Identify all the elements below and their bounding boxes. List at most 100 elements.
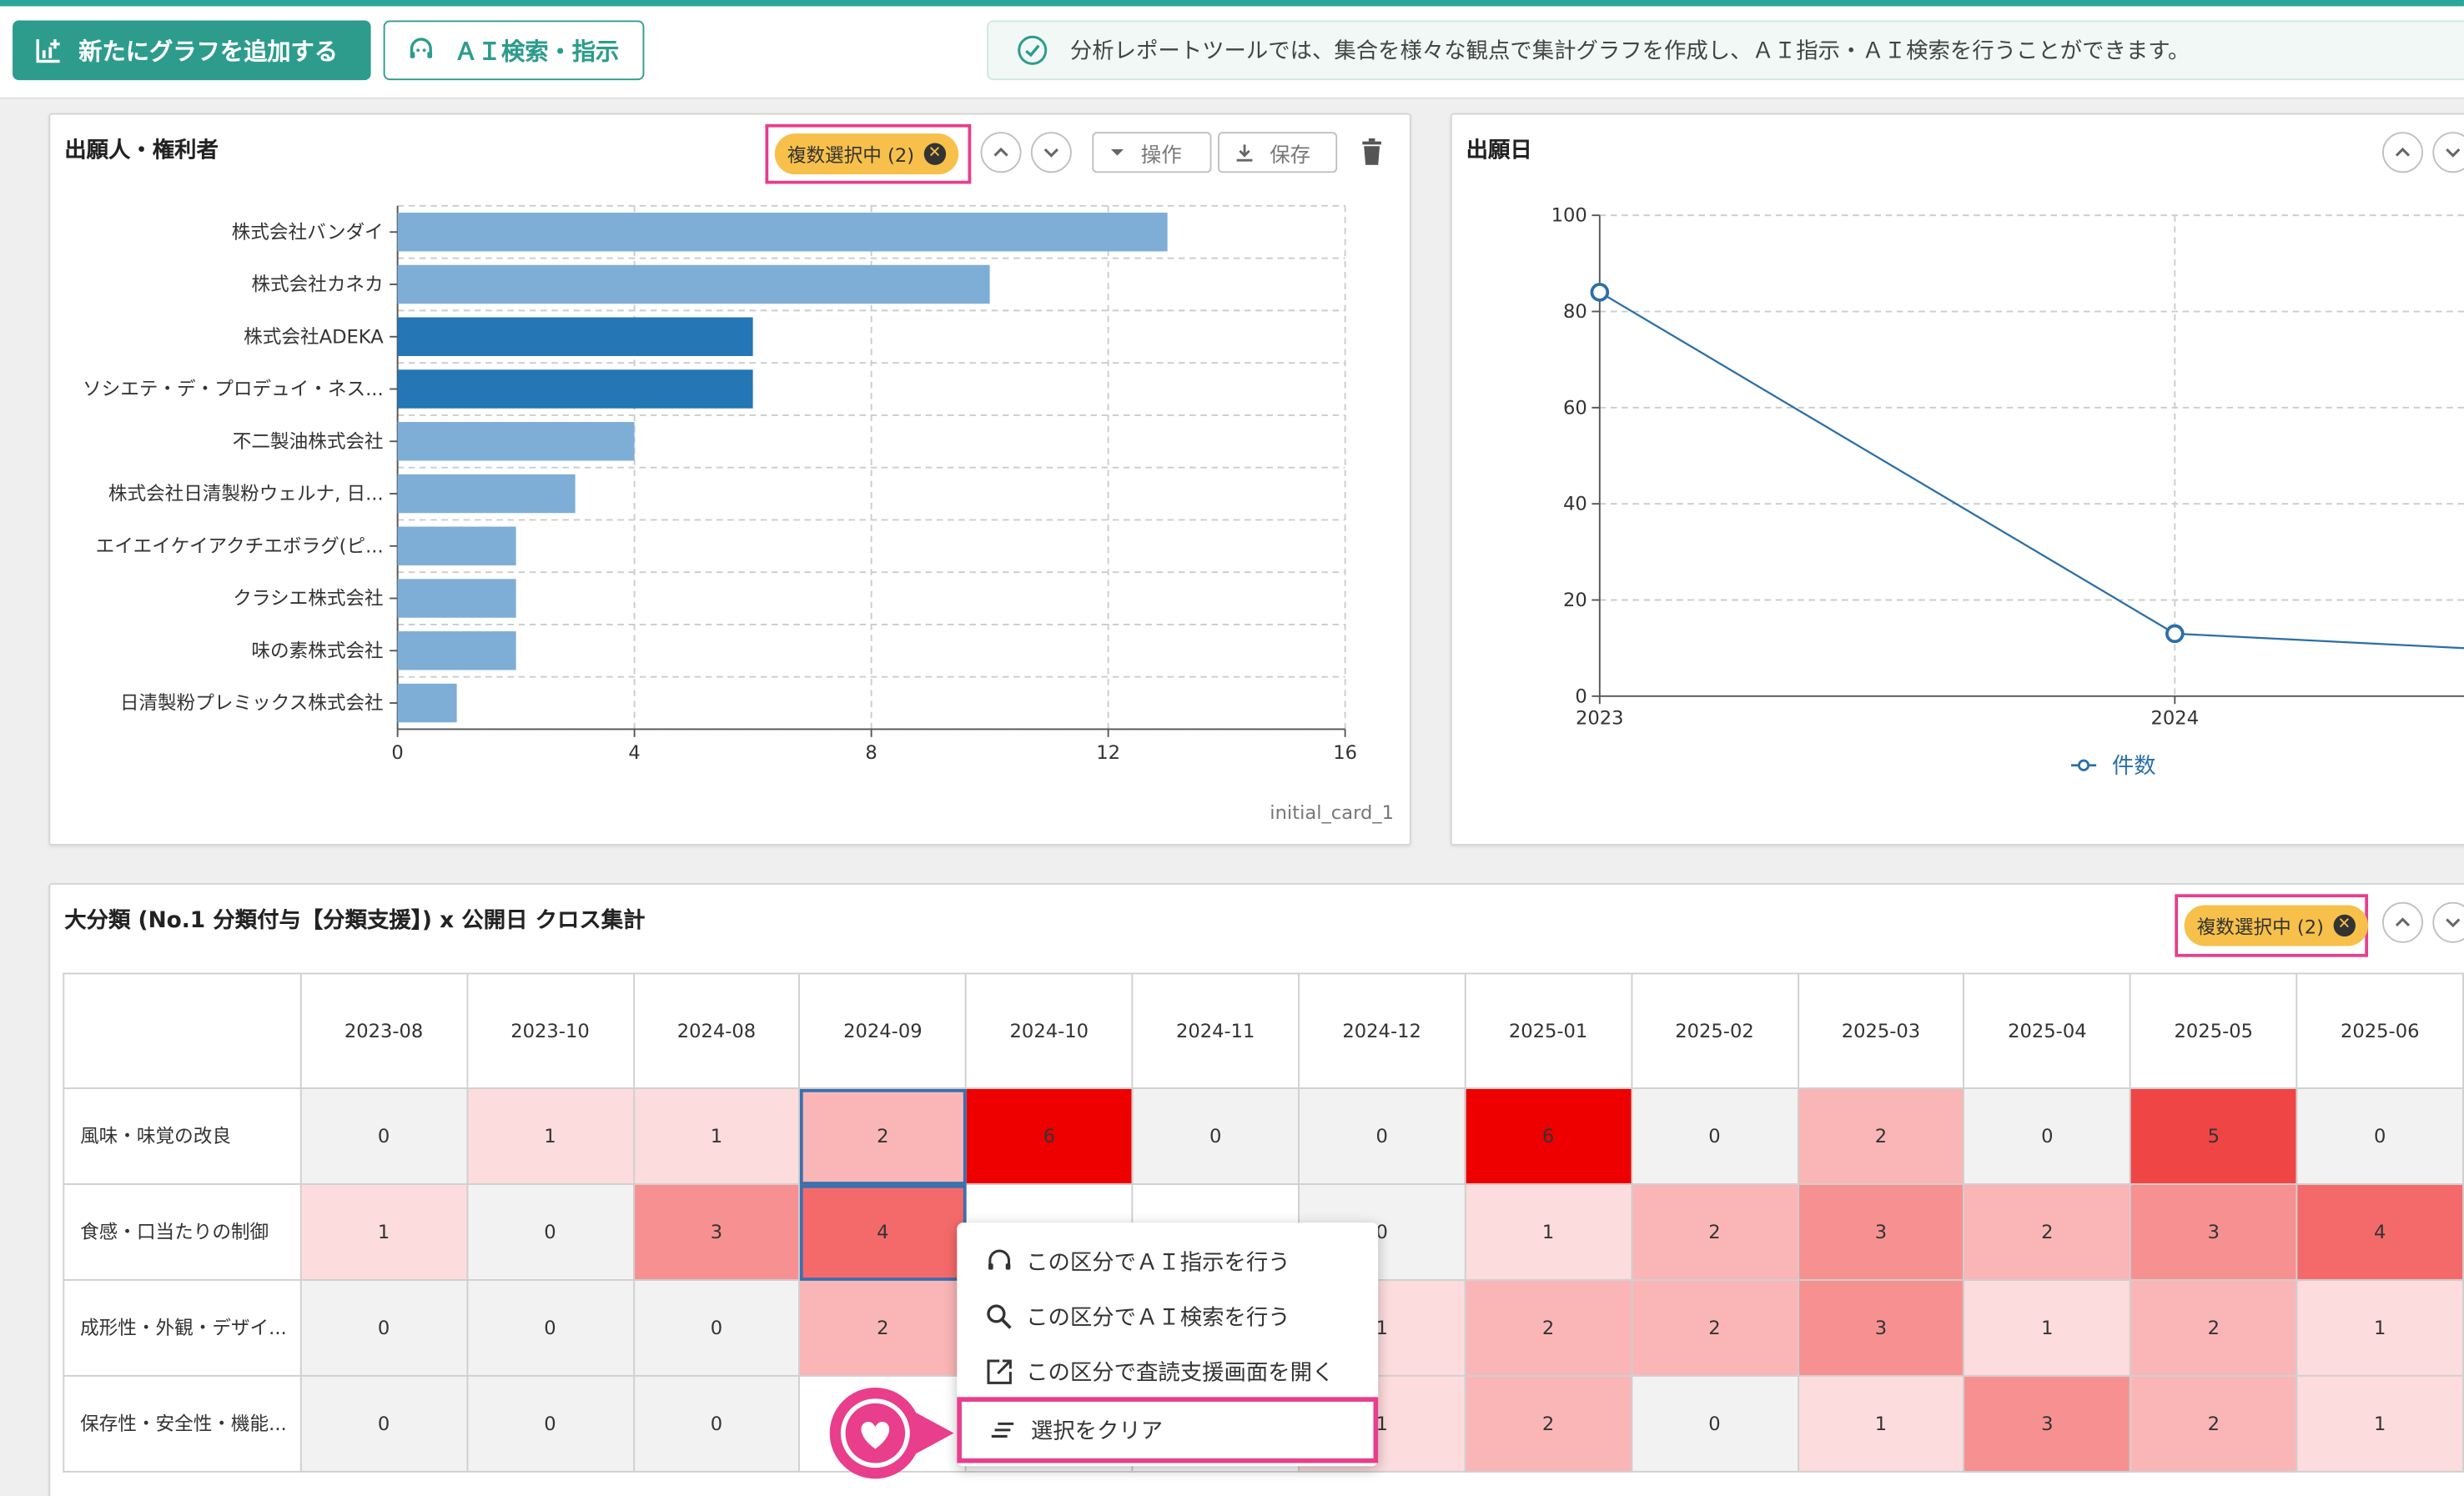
move-up-button[interactable] <box>2381 132 2423 173</box>
table-cell[interactable]: 1 <box>299 1183 468 1281</box>
table-cell[interactable]: 0 <box>299 1374 468 1473</box>
move-down-button[interactable] <box>2432 132 2464 173</box>
move-down-button[interactable] <box>2432 901 2464 943</box>
multi-select-badge[interactable]: 複数選択中 (2) ✕ <box>774 133 958 175</box>
category-label: 日清製粉プレミックス株式会社 <box>120 693 384 715</box>
column-header[interactable]: 2023-10 <box>465 972 635 1089</box>
table-cell[interactable]: 4 <box>798 1183 968 1281</box>
row-label[interactable]: 成形性・外観・デザイ... <box>63 1278 302 1377</box>
column-header[interactable]: 2025-06 <box>2296 972 2464 1089</box>
table-cell[interactable]: 0 <box>1297 1087 1466 1185</box>
column-header[interactable]: 2024-12 <box>1297 972 1466 1089</box>
column-header[interactable]: 2025-02 <box>1630 972 1799 1089</box>
bar <box>397 474 576 514</box>
table-cell[interactable]: 0 <box>465 1278 635 1377</box>
move-down-button[interactable] <box>1030 132 1072 173</box>
column-header[interactable]: 2024-11 <box>1131 972 1300 1089</box>
table-cell[interactable]: 6 <box>1464 1087 1632 1185</box>
table-cell[interactable]: 1 <box>2296 1374 2464 1473</box>
table-cell[interactable]: 3 <box>1963 1374 2132 1473</box>
multi-select-badge[interactable]: 複数選択中 (2) ✕ <box>2184 905 2368 946</box>
table-cell[interactable]: 2 <box>1464 1374 1632 1473</box>
bar <box>397 631 516 670</box>
column-header[interactable]: 2024-10 <box>965 972 1134 1089</box>
table-cell[interactable]: 3 <box>632 1183 801 1281</box>
toolbar: 新たにグラフを追加する ＡＩ検索・指示 分析レポートツールでは、集合を様々な観点… <box>0 6 2464 99</box>
table-cell[interactable]: 0 <box>1630 1087 1799 1185</box>
bar <box>397 369 753 409</box>
table-cell[interactable]: 2 <box>2130 1374 2298 1473</box>
table-cell[interactable]: 0 <box>632 1374 801 1473</box>
move-up-button[interactable] <box>980 132 1022 173</box>
table-cell[interactable]: 1 <box>1963 1278 2132 1377</box>
column-header[interactable]: 2025-03 <box>1797 972 1965 1089</box>
row-label[interactable]: 保存性・安全性・機能... <box>63 1374 302 1473</box>
save-button[interactable]: 保存 <box>1218 132 1338 173</box>
table-cell[interactable]: 1 <box>465 1087 635 1185</box>
table-cell[interactable]: 0 <box>299 1087 468 1185</box>
bar <box>397 579 516 618</box>
table-cell[interactable]: 2 <box>1464 1278 1632 1377</box>
row-label[interactable]: 風味・味覚の改良 <box>63 1087 302 1185</box>
y-tick-label: 60 <box>1563 397 1587 419</box>
menu-item-clear-selection[interactable]: 選択をクリア <box>957 1397 1379 1463</box>
table-cell[interactable]: 0 <box>299 1278 468 1377</box>
x-tick-label: 2023 <box>1576 708 1624 730</box>
operate-button[interactable]: 操作 <box>1092 132 1212 173</box>
row-label[interactable]: 食感・口当たりの制御 <box>63 1183 302 1281</box>
table-cell[interactable]: 3 <box>2130 1183 2298 1281</box>
category-label: ソシエテ・デ・プロデュイ・ネス... <box>83 379 384 400</box>
badge-close-icon[interactable]: ✕ <box>923 143 946 165</box>
column-header[interactable]: 2025-01 <box>1464 972 1632 1089</box>
category-label: 不二製油株式会社 <box>233 431 384 453</box>
ai-headset-icon <box>988 1248 1011 1269</box>
bar <box>397 317 753 356</box>
move-up-button[interactable] <box>2381 901 2423 943</box>
table-cell[interactable]: 0 <box>1131 1087 1300 1185</box>
table-cell[interactable]: 0 <box>632 1278 801 1377</box>
table-cell[interactable]: 2 <box>1630 1278 1799 1377</box>
table-cell[interactable]: 6 <box>965 1087 1134 1185</box>
table-cell[interactable]: 0 <box>2296 1087 2464 1185</box>
column-header[interactable]: 2023-08 <box>299 972 468 1089</box>
table-cell[interactable]: 1 <box>1797 1374 1965 1473</box>
table-cell[interactable]: 3 <box>1797 1183 1965 1281</box>
column-header[interactable]: 2024-08 <box>632 972 801 1089</box>
x-tick-label: 12 <box>1096 742 1120 764</box>
card-title: 大分類 (No.1 分類付与【分類支援】) x 公開日 クロス集計 <box>64 908 646 934</box>
table-cell[interactable]: 4 <box>2296 1183 2464 1281</box>
ai-search-button[interactable]: ＡＩ検索・指示 <box>383 20 645 81</box>
table-cell[interactable]: 2 <box>1797 1087 1965 1185</box>
menu-item-open-review[interactable]: この区分で査読支援画面を開く <box>957 1343 1378 1398</box>
table-corner-cell <box>63 972 302 1089</box>
table-cell[interactable]: 3 <box>1797 1278 1965 1377</box>
menu-item-ai-search[interactable]: この区分でＡＩ検索を行う <box>957 1288 1378 1343</box>
table-cell[interactable]: 1 <box>1464 1183 1632 1281</box>
table-cell[interactable]: 0 <box>1630 1374 1799 1473</box>
column-header[interactable]: 2025-04 <box>1963 972 2132 1089</box>
category-label: 株式会社ADEKA <box>244 326 384 348</box>
badge-highlight: 複数選択中 (2) ✕ <box>765 123 972 184</box>
table-cell[interactable]: 2 <box>1630 1183 1799 1281</box>
menu-item-ai-instruct[interactable]: この区分でＡＩ指示を行う <box>957 1233 1378 1288</box>
trash-icon[interactable] <box>1360 138 1382 165</box>
column-header[interactable]: 2025-05 <box>2130 972 2298 1089</box>
applicant-chart-card: 出願人・権利者 複数選択中 (2) ✕ 操作 保存 0 4 8 12 16 株式会社バンダ… <box>48 113 1411 846</box>
check-circle-icon <box>1018 35 1048 65</box>
table-cell[interactable]: 5 <box>2130 1087 2298 1185</box>
badge-close-icon[interactable]: ✕ <box>2333 914 2356 937</box>
table-cell[interactable]: 2 <box>2130 1278 2298 1377</box>
data-point <box>2165 624 2185 644</box>
table-cell[interactable]: 0 <box>465 1183 635 1281</box>
table-cell[interactable]: 2 <box>798 1087 968 1185</box>
table-cell[interactable]: 1 <box>2296 1278 2464 1377</box>
table-cell[interactable]: 0 <box>465 1374 635 1473</box>
add-graph-button[interactable]: 新たにグラフを追加する <box>13 20 371 81</box>
column-header[interactable]: 2024-09 <box>798 972 968 1089</box>
table-cell[interactable]: 0 <box>1963 1087 2132 1185</box>
table-cell[interactable]: 2 <box>1963 1183 2132 1281</box>
legend-label: 件数 <box>2112 754 2156 779</box>
x-tick-label: 2024 <box>2151 708 2200 730</box>
table-cell[interactable]: 1 <box>632 1087 801 1185</box>
table-cell[interactable]: 2 <box>798 1278 968 1377</box>
